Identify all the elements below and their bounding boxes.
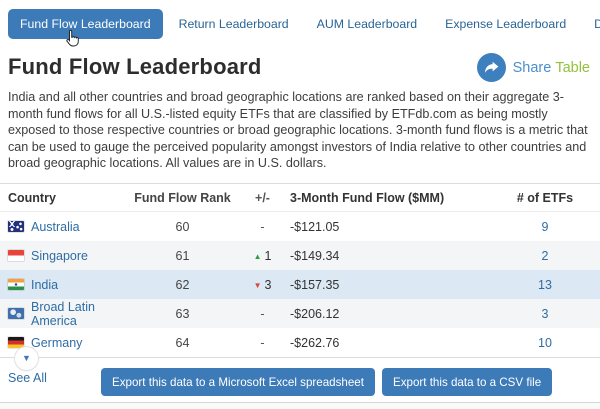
rank-value: 60 <box>175 219 190 234</box>
fund-flow-value: -$206.12 <box>290 306 340 321</box>
export-buttons: Export this data to a Microsoft Excel sp… <box>101 368 553 396</box>
singapore-flag-icon <box>8 250 24 261</box>
tab-aum-leaderboard[interactable]: AUM Leaderboard <box>316 17 418 31</box>
country-link[interactable]: Broad Latin America <box>31 299 95 328</box>
etf-count-link[interactable]: 2 <box>541 248 549 263</box>
table-row-germany: Germany 64 - -$262.76 10 <box>0 328 600 357</box>
australia-flag-icon <box>8 221 24 232</box>
country-link[interactable]: Australia <box>31 219 80 234</box>
rank-value: 64 <box>175 335 190 350</box>
rank-value: 61 <box>175 248 190 263</box>
fund-flow-value: -$157.35 <box>290 277 340 292</box>
fund-flow-value: -$262.76 <box>290 335 340 350</box>
export-excel-button[interactable]: Export this data to a Microsoft Excel sp… <box>101 368 375 396</box>
table-row-singapore: Singapore 61 ▲ 1 -$149.34 2 <box>0 241 600 270</box>
etf-count-link[interactable]: 10 <box>538 335 552 350</box>
up-triangle-icon: ▲ <box>253 251 262 261</box>
table-body: Australia 60 - -$121.05 9 Singapore 61 ▲… <box>0 212 600 358</box>
change-value: - <box>260 335 265 350</box>
country-link[interactable]: Germany <box>31 335 83 350</box>
change-value: - <box>260 219 265 234</box>
column-header-num-etfs: # of ETFs <box>516 190 574 205</box>
etf-count-link[interactable]: 9 <box>541 219 549 234</box>
share-table-button[interactable]: Share Table <box>476 53 590 82</box>
etf-count-link[interactable]: 13 <box>538 277 552 292</box>
table-row-india: India 62 ▼ 3 -$157.35 13 <box>0 270 600 299</box>
fund-flow-value: -$149.34 <box>290 248 340 263</box>
tab-dividend-leaderboard[interactable]: Dividend Leaderboard <box>594 17 600 31</box>
tab-return-leaderboard[interactable]: Return Leaderboard <box>178 17 289 31</box>
germany-flag-icon <box>8 337 24 348</box>
tab-fund-flow-leaderboard[interactable]: Fund Flow Leaderboard <box>8 9 163 39</box>
fund-flow-value: -$121.05 <box>290 219 340 234</box>
mouse-pointer-cursor-icon <box>66 29 79 47</box>
fund-flow-table: Country Fund Flow Rank +/- 3-Month Fund … <box>0 183 600 358</box>
share-arrow-icon[interactable] <box>476 53 506 82</box>
table-row-australia: Australia 60 - -$121.05 9 <box>0 212 600 241</box>
page-bottom-divider <box>0 402 600 409</box>
chevron-down-icon: ▼ <box>22 353 31 363</box>
country-link[interactable]: India <box>31 277 59 292</box>
export-csv-button[interactable]: Export this data to a CSV file <box>381 368 553 396</box>
etf-count-link[interactable]: 3 <box>541 306 549 321</box>
table-header-row: Country Fund Flow Rank +/- 3-Month Fund … <box>0 183 600 212</box>
share-table-label[interactable]: Share Table <box>512 59 590 76</box>
broad-latin-america-flag-icon <box>8 308 24 319</box>
down-triangle-icon: ▼ <box>253 280 262 290</box>
column-header-fund-flow-rank: Fund Flow Rank <box>134 190 231 205</box>
rank-value: 62 <box>175 277 190 292</box>
india-flag-icon <box>8 279 24 290</box>
rank-value: 63 <box>175 306 190 321</box>
leaderboard-description: India and all other countries and broad … <box>8 90 588 171</box>
change-value: ▲ 1 <box>253 248 272 263</box>
column-header-change: +/- <box>255 190 270 205</box>
change-value: ▼ 3 <box>253 277 272 292</box>
country-link[interactable]: Singapore <box>31 248 88 263</box>
page-title: Fund Flow Leaderboard <box>8 54 262 79</box>
scroll-down-button[interactable]: ▼ <box>14 346 39 371</box>
see-all-link[interactable]: See All <box>8 371 47 385</box>
column-header-3-month-fund-flow: 3-Month Fund Flow ($MM) <box>290 190 445 205</box>
table-row-broad-latin-america: Broad Latin America 63 - -$206.12 3 <box>0 299 600 328</box>
change-value: - <box>260 306 265 321</box>
column-header-country: Country <box>8 190 56 205</box>
leaderboard-tabbar: Fund Flow Leaderboard Return Leaderboard… <box>8 9 600 39</box>
tab-expense-leaderboard[interactable]: Expense Leaderboard <box>445 17 567 31</box>
